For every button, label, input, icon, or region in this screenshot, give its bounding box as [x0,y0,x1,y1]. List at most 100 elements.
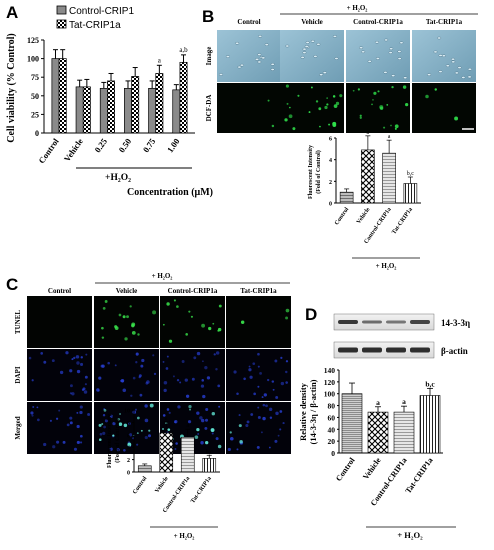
nucleus-dot [36,406,39,409]
cell-shape [310,39,315,43]
cell-shape [467,75,472,79]
cell-shape [270,68,275,71]
tunel-dot [162,323,165,326]
nucleus-dot [253,392,256,396]
nucleus-dot [80,356,83,359]
y-axis-subtitle-d: (14-3-3η / β-actin) [308,379,318,444]
nucleus-dot [184,378,188,382]
nucleus-dot [215,437,219,441]
bar-b [361,149,375,204]
nucleus-dot [193,356,197,360]
nucleus-dot [141,358,145,363]
nucleus-dot [285,381,288,384]
tunel-dot [101,336,105,339]
bar-a-Control-CRIP1 [75,86,84,134]
h2o2-label-c-bottom: + H₂O₂ [174,532,195,540]
bar-a-Control-CRIP1 [51,58,60,134]
blot-band [386,320,406,324]
nucleus-dot [73,356,76,360]
tunel-dot [239,440,243,444]
tunel-dot [117,418,121,421]
tunel-dot [210,428,215,432]
bar-a-Control-CRIP1 [124,88,132,134]
cell-shape [451,60,456,64]
y-tick-label-d: 100 [324,390,336,399]
nucleus-dot [31,379,34,382]
cell-shape [316,42,321,46]
tunel-dot [98,438,102,441]
fluorescent-dot [284,118,288,122]
nucleus-dot [114,364,117,367]
nucleus-dot [153,372,157,376]
x-tick-label-a: Control [36,136,61,165]
tunel-dot [148,429,151,432]
blot-strip [333,341,435,359]
nucleus-dot [272,388,275,391]
nucleus-dot [76,361,80,365]
nucleus-dot [285,370,288,374]
blot-band [410,347,430,353]
y-axis-title-d: Relative density [298,382,308,441]
nucleus-dot [243,377,246,381]
tunel-dot [190,315,194,318]
bar-c [202,458,217,473]
bar-b [403,183,418,204]
nucleus-dot [191,377,195,381]
fluorescent-dot [372,99,374,101]
y-tick-label-a: 0 [35,129,39,138]
microscopy-image [160,349,225,401]
nucleus-dot [218,405,221,408]
y-tick-label-c: 0 [127,471,130,477]
nucleus-dot [79,405,83,409]
bar-a-Control-CRIP1 [99,88,108,134]
nucleus-dot [266,378,270,382]
fluorescent-dot [319,125,321,128]
nucleus-dot [103,425,106,429]
bar-d [419,395,441,454]
bar-a-Tat-CRIP1a [58,58,67,134]
panel-letter-a: A [6,3,18,22]
nucleus-dot [71,358,74,361]
cell-shape [258,35,263,38]
nucleus-dot [99,432,103,436]
fluorescent-dot [332,95,336,98]
nucleus-dot [49,419,52,422]
nucleus-dot [69,369,73,373]
nucleus-dot [76,424,80,429]
x-tick-label-b: Vehicle [356,206,372,225]
stat-letter-c: a [165,416,168,422]
bar-c [180,436,195,473]
nucleus-dot [201,360,204,363]
fluorescent-dot [386,103,389,106]
nucleus-dot [51,359,55,363]
tunel-dot [188,404,192,409]
nucleus-dot [213,353,216,356]
cell-shape [467,67,472,71]
cell-shape [361,50,366,54]
nucleus-dot [75,355,80,359]
fluorescent-dot [352,89,355,92]
panel-letter-c: C [6,275,18,294]
x-tick-label-d: Control [334,455,357,483]
tunel-dot [98,423,102,427]
microscopy-image [27,402,92,454]
cell-shape [219,73,224,76]
nucleus-dot [146,380,150,384]
nucleus-dot [202,394,206,399]
x-tick-label-a: 0.75 [141,136,158,154]
blot-band [362,347,382,353]
nucleus-dot [275,411,279,416]
stat-letter-c: b,c [206,449,214,455]
nucleus-dot [274,359,278,363]
fluorescent-dot [357,88,361,91]
blot-band [386,347,406,353]
nucleus-dot [196,411,200,415]
nucleus-dot [280,381,285,386]
nucleus-dot [206,376,211,380]
nucleus-dot [98,376,102,380]
nucleus-dot [200,418,205,423]
cell-shape [397,57,402,60]
nucleus-dot [100,364,104,368]
cell-shape [454,71,459,75]
fluorescent-dot [379,105,384,110]
